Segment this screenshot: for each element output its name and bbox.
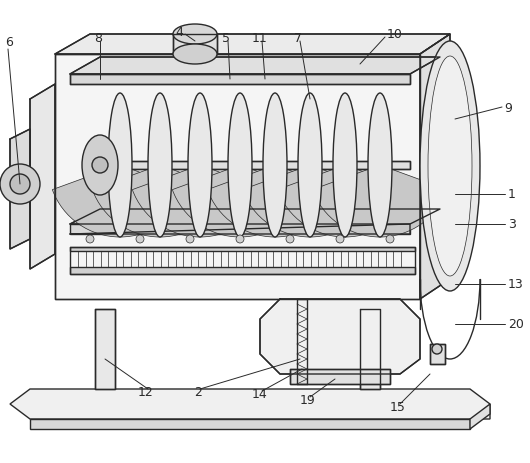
Text: 2: 2	[194, 386, 202, 399]
Polygon shape	[70, 225, 410, 234]
Polygon shape	[70, 247, 415, 251]
Text: 6: 6	[5, 36, 13, 49]
Polygon shape	[470, 404, 490, 429]
Circle shape	[186, 236, 194, 244]
Polygon shape	[360, 309, 380, 389]
Text: 11: 11	[252, 31, 268, 44]
Circle shape	[386, 236, 394, 244]
Circle shape	[432, 344, 442, 354]
Polygon shape	[70, 75, 410, 85]
Wedge shape	[52, 166, 188, 238]
Text: 7: 7	[294, 31, 302, 44]
Ellipse shape	[420, 42, 480, 291]
Text: 4: 4	[175, 25, 183, 38]
Text: 1: 1	[508, 188, 516, 201]
Circle shape	[236, 236, 244, 244]
Polygon shape	[260, 300, 420, 374]
Text: 3: 3	[508, 218, 516, 231]
Polygon shape	[95, 309, 115, 389]
Circle shape	[86, 236, 94, 244]
Polygon shape	[70, 210, 440, 225]
Text: 19: 19	[300, 394, 316, 407]
Circle shape	[136, 236, 144, 244]
Ellipse shape	[333, 94, 357, 238]
Text: 12: 12	[138, 386, 154, 399]
Wedge shape	[207, 166, 343, 238]
Ellipse shape	[82, 136, 118, 195]
Polygon shape	[90, 162, 410, 169]
Ellipse shape	[263, 94, 287, 238]
Text: 10: 10	[387, 28, 403, 41]
Text: 8: 8	[94, 31, 102, 44]
Wedge shape	[172, 166, 307, 238]
Ellipse shape	[368, 94, 392, 238]
Polygon shape	[55, 55, 420, 300]
Ellipse shape	[428, 57, 472, 276]
Polygon shape	[173, 35, 217, 55]
Polygon shape	[10, 130, 30, 250]
Circle shape	[336, 236, 344, 244]
Ellipse shape	[108, 94, 132, 238]
Polygon shape	[10, 389, 490, 419]
Text: 13: 13	[508, 278, 524, 291]
Polygon shape	[30, 419, 470, 429]
Polygon shape	[420, 35, 450, 300]
Wedge shape	[92, 166, 228, 238]
Wedge shape	[132, 166, 268, 238]
Polygon shape	[55, 35, 450, 55]
Polygon shape	[30, 85, 55, 269]
Wedge shape	[277, 166, 413, 238]
Wedge shape	[242, 166, 378, 238]
Circle shape	[0, 165, 40, 205]
Text: 14: 14	[252, 388, 268, 400]
Circle shape	[10, 175, 30, 194]
Ellipse shape	[148, 94, 172, 238]
Ellipse shape	[298, 94, 322, 238]
Polygon shape	[70, 58, 440, 75]
Wedge shape	[312, 166, 448, 238]
Text: 20: 20	[508, 318, 524, 331]
Ellipse shape	[173, 25, 217, 45]
Polygon shape	[70, 268, 415, 275]
Ellipse shape	[228, 94, 252, 238]
Text: 9: 9	[504, 101, 512, 114]
Polygon shape	[430, 344, 445, 364]
Ellipse shape	[188, 94, 212, 238]
Circle shape	[92, 158, 108, 174]
Ellipse shape	[173, 45, 217, 65]
Polygon shape	[290, 369, 390, 384]
Circle shape	[286, 236, 294, 244]
Text: 15: 15	[390, 400, 406, 413]
Text: 5: 5	[222, 31, 230, 44]
